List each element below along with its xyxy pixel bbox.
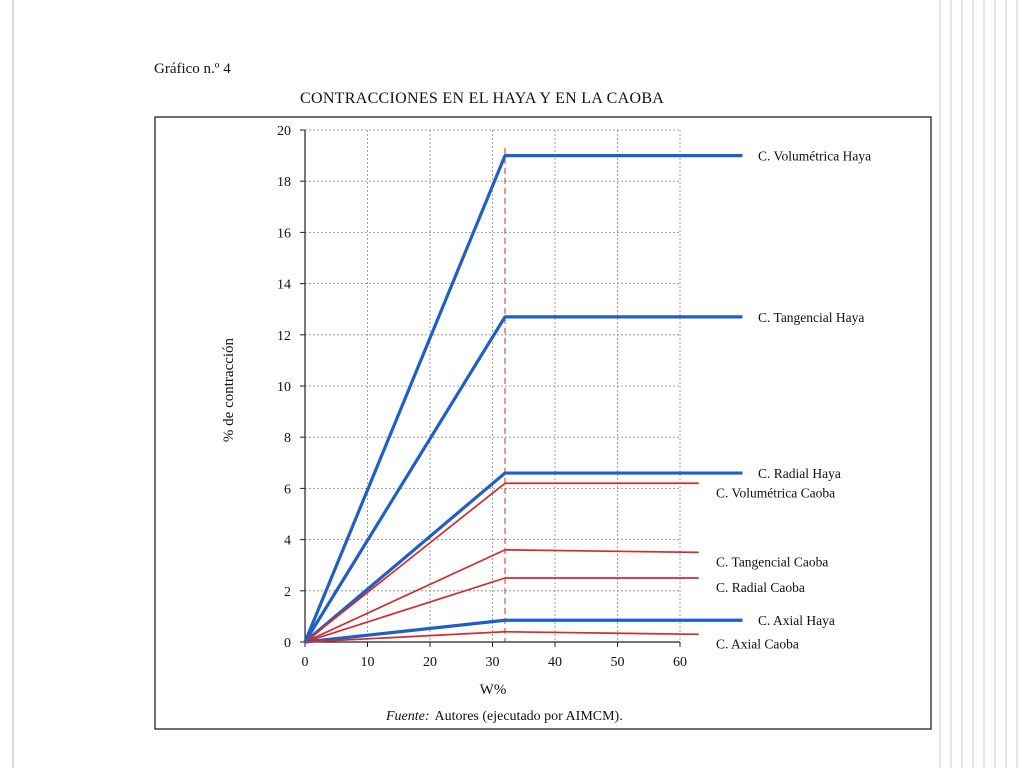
x-tick-label: 0 — [302, 655, 309, 670]
y-tick-label: 6 — [284, 482, 291, 497]
y-tick-label: 14 — [277, 278, 291, 293]
series-line-c-volum-trica-caoba — [304, 482, 699, 643]
y-tick-label: 16 — [277, 226, 291, 241]
axes — [300, 129, 681, 647]
series-label: C. Volumétrica Haya — [758, 149, 871, 164]
series-line-c-radial-haya — [303, 471, 743, 644]
series-label: C. Tangencial Haya — [758, 310, 864, 325]
series-label: C. Radial Caoba — [716, 580, 805, 595]
series-label: C. Radial Haya — [758, 466, 841, 481]
series-line-c-axial-haya — [304, 618, 743, 644]
y-tick-label: 12 — [277, 329, 291, 344]
x-tick-label: 30 — [486, 655, 500, 670]
y-axis-label: % de contracción — [221, 337, 237, 442]
figure-label: Gráfico n.º 4 — [154, 61, 231, 77]
x-tick-label: 60 — [673, 655, 687, 670]
chart-frame — [154, 116, 932, 730]
source-prefix: Fuente: — [385, 709, 430, 724]
series-line-c-volum-trica-haya — [303, 154, 743, 643]
y-tick-label: 18 — [277, 175, 291, 190]
y-tick-label: 2 — [284, 585, 291, 600]
grid — [305, 129, 681, 642]
series-labels: C. Volumétrica Haya C. Tangencial Haya C. … — [716, 149, 871, 652]
background-stripes — [930, 0, 1024, 768]
chart-title: CONTRACCIONES EN EL HAYA Y EN LA CAOBA — [300, 90, 664, 107]
series-line-c-tangencial-haya — [303, 315, 743, 643]
source-note: Fuente: Autores (ejecutado por AIMCM). — [385, 709, 623, 724]
left-border-line — [12, 0, 14, 768]
series-label: C. Axial Haya — [758, 613, 835, 628]
source-text: Autores (ejecutado por AIMCM). — [435, 709, 623, 724]
tick-labels: 0 2 4 6 8 10 12 14 16 18 20 0 10 20 30 40 50 60 — [277, 124, 687, 670]
series-lines — [303, 154, 743, 644]
x-tick-label: 40 — [548, 655, 562, 670]
series-line-c-tangencial-caoba — [304, 548, 699, 643]
x-tick-label: 20 — [423, 655, 437, 670]
y-tick-label: 20 — [277, 124, 291, 139]
x-axis-label: W% — [480, 682, 507, 698]
y-tick-label: 8 — [284, 431, 291, 446]
y-tick-label: 10 — [277, 380, 291, 395]
x-tick-label: 10 — [361, 655, 375, 670]
x-tick-label: 50 — [611, 655, 625, 670]
series-label: C. Volumétrica Caoba — [716, 485, 835, 500]
y-tick-label: 4 — [284, 534, 291, 549]
series-line-c-axial-caoba — [304, 630, 699, 643]
y-tick-label: 0 — [284, 636, 291, 651]
series-label: C. Tangencial Caoba — [716, 554, 828, 569]
series-line-c-radial-caoba — [304, 577, 699, 643]
series-label: C. Axial Caoba — [716, 636, 799, 651]
